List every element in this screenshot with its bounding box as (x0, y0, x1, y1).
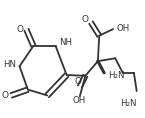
Text: O: O (1, 91, 8, 100)
Text: NH: NH (59, 38, 72, 47)
Text: HN: HN (3, 60, 16, 69)
Text: H₂N: H₂N (109, 71, 125, 80)
Text: H₂N: H₂N (120, 99, 137, 108)
Text: O: O (81, 15, 88, 24)
Text: OH: OH (72, 96, 86, 105)
Text: O: O (16, 25, 23, 34)
Text: OH: OH (117, 24, 130, 33)
Text: O: O (75, 77, 82, 86)
